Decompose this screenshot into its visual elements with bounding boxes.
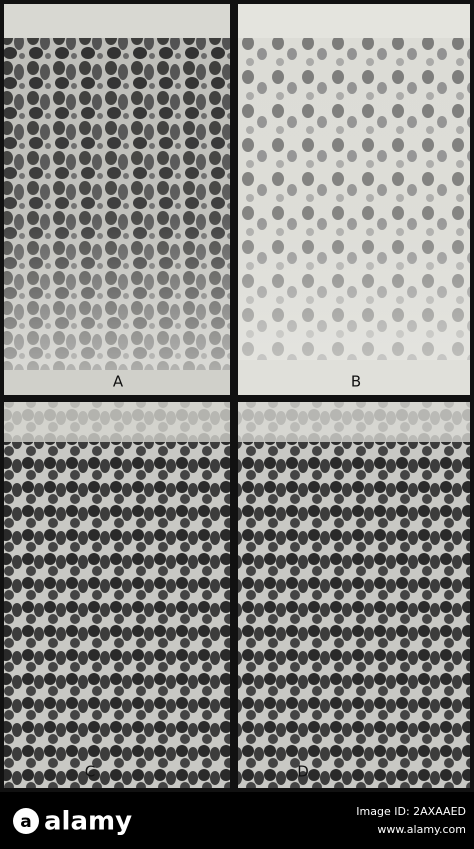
panel-b: B: [238, 4, 470, 395]
url: www.alamy.com: [377, 823, 466, 836]
panel-a: A: [4, 4, 230, 395]
panel-label: A: [113, 373, 124, 391]
panel-c: C: [4, 402, 230, 788]
panel-label: C: [85, 763, 95, 781]
image-id: Image ID: 2AXAAED: [356, 805, 466, 818]
panel-label: D: [297, 763, 309, 781]
svg-text:a: a: [20, 812, 31, 832]
logo: alamy: [44, 807, 132, 837]
panel-d: D: [238, 402, 470, 788]
watermark-footer: a alamy Image ID: 2AXAAED www.alamy.com: [0, 792, 474, 849]
panel-label: B: [351, 373, 361, 391]
